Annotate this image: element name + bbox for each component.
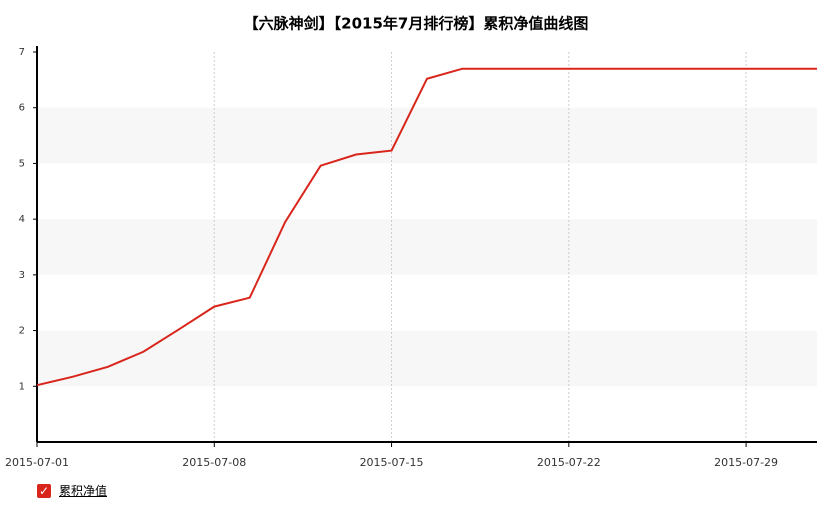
legend-label[interactable]: 累积净值 bbox=[59, 484, 108, 498]
x-tick-label: 2015-07-22 bbox=[537, 456, 601, 469]
y-tick-label: 5 bbox=[19, 158, 25, 169]
legend-item[interactable]: ✓ 累积净值 bbox=[37, 482, 107, 499]
grid-band bbox=[37, 219, 817, 275]
legend-checkbox[interactable]: ✓ bbox=[37, 483, 51, 498]
y-tick-label: 7 bbox=[19, 47, 25, 58]
chart-title: 【六脉神剑】【2015年7月排行榜】累积净值曲线图 bbox=[244, 15, 589, 33]
series-line bbox=[36, 67, 817, 387]
y-tick-label: 6 bbox=[19, 103, 25, 114]
y-tick-label: 3 bbox=[19, 270, 25, 281]
y-tick-label: 4 bbox=[19, 214, 25, 225]
x-tick-label: 2015-07-08 bbox=[182, 456, 246, 469]
x-tick-label: 2015-07-29 bbox=[714, 456, 778, 469]
grid-band bbox=[37, 330, 817, 387]
y-tick-label: 1 bbox=[19, 381, 25, 392]
y-tick-label: 2 bbox=[19, 326, 25, 337]
grid-band bbox=[37, 107, 817, 164]
x-tick-label: 2015-07-15 bbox=[360, 456, 424, 469]
x-tick-label: 2015-07-01 bbox=[5, 456, 69, 469]
